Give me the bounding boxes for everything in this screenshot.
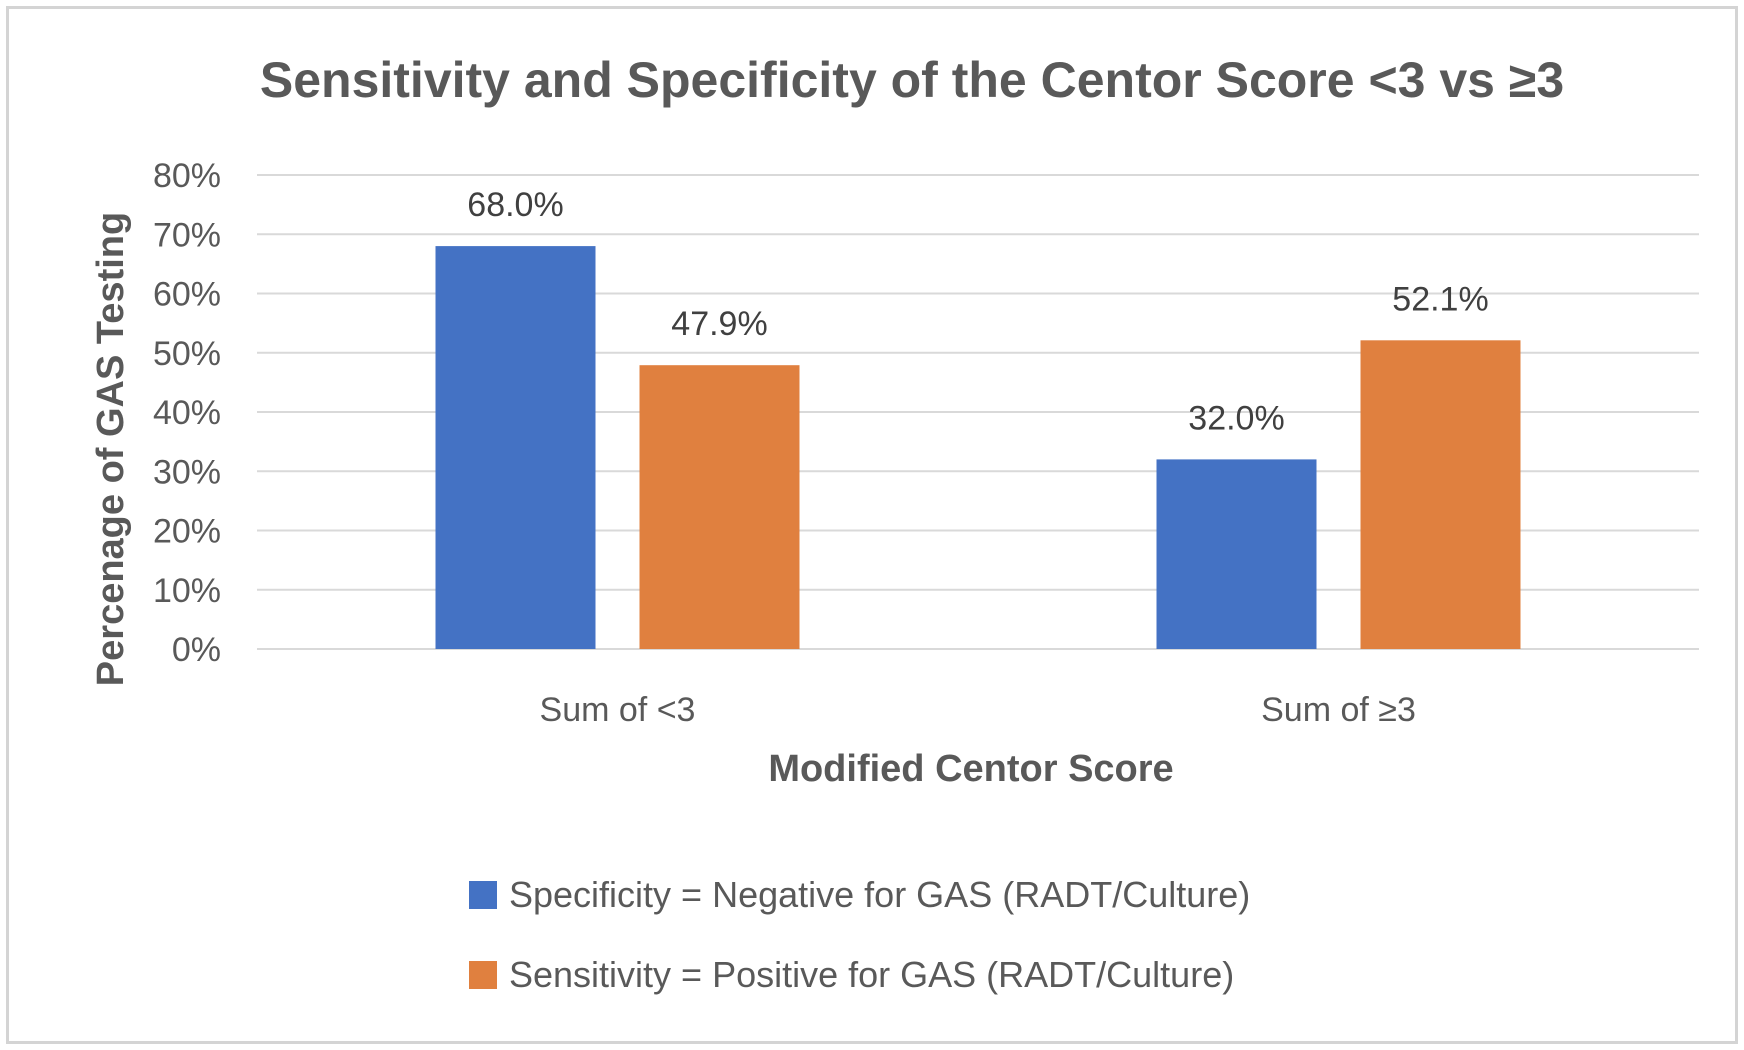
y-tick-label: 60% — [153, 276, 221, 314]
y-axis-title: Percenage of GAS Testing — [90, 212, 132, 686]
data-label: 52.1% — [1392, 280, 1488, 318]
x-tick-label: Sum of <3 — [540, 691, 696, 729]
data-labels: 68.0% 47.9% 32.0% 52.1% — [467, 186, 1488, 437]
y-tick-label: 70% — [153, 216, 221, 254]
legend-swatch — [469, 961, 497, 989]
y-tick-label: 40% — [153, 394, 221, 432]
y-tick-label: 50% — [153, 335, 221, 373]
legend-label: Specificity = Negative for GAS (RADT/Cul… — [509, 874, 1250, 915]
y-axis-ticks: 0% 10% 20% 30% 40% 50% 60% 70% 80% — [153, 157, 221, 669]
y-tick-label: 30% — [153, 453, 221, 491]
bar-series-2-category-2 — [1360, 340, 1521, 649]
legend-label: Sensitivity = Positive for GAS (RADT/Cul… — [509, 954, 1234, 995]
y-tick-label: 10% — [153, 572, 221, 610]
legend-swatch — [469, 881, 497, 909]
legend: Specificity = Negative for GAS (RADT/Cul… — [469, 874, 1250, 995]
bars — [435, 246, 1521, 649]
x-axis-ticks: Sum of <3 Sum of ≥3 — [540, 691, 1416, 729]
bar-series-2-category-1 — [639, 365, 800, 649]
data-label: 47.9% — [671, 305, 767, 343]
bar-series-1-category-2 — [1156, 459, 1317, 649]
y-tick-label: 20% — [153, 513, 221, 551]
chart-frame: Sensitivity and Specificity of the Cento… — [6, 6, 1738, 1044]
data-label: 32.0% — [1188, 399, 1284, 437]
y-tick-label: 80% — [153, 157, 221, 195]
x-axis-title: Modified Centor Score — [768, 748, 1173, 790]
bar-chart: Sensitivity and Specificity of the Cento… — [90, 52, 1699, 995]
bar-series-1-category-1 — [435, 246, 596, 649]
x-tick-label: Sum of ≥3 — [1261, 691, 1416, 729]
data-label: 68.0% — [467, 186, 563, 224]
chart-title: Sensitivity and Specificity of the Cento… — [260, 52, 1564, 108]
y-tick-label: 0% — [172, 631, 221, 669]
